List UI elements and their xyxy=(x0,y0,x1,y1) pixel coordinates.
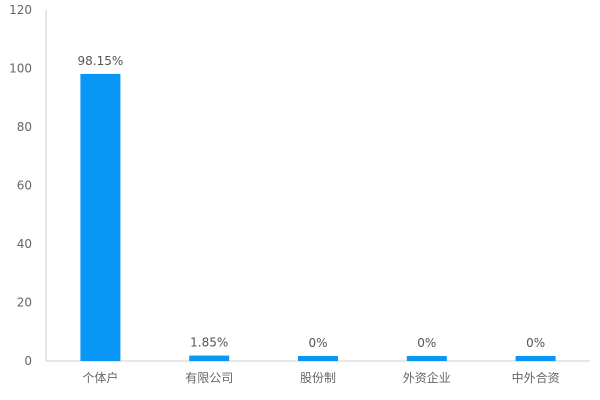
bar xyxy=(406,356,447,361)
x-tick-label: 中外合资 xyxy=(512,370,560,385)
y-tick-label: 80 xyxy=(17,120,32,134)
bar-value-label: 0% xyxy=(526,336,545,350)
x-axis-ticks: 个体户 有限公司 股份制 外资企业 中外合资 xyxy=(82,370,559,385)
x-tick-label: 有限公司 xyxy=(185,371,233,385)
x-tick-label: 个体户 xyxy=(82,370,118,385)
x-tick-label: 股份制 xyxy=(300,371,336,385)
bar-value-label: 1.85% xyxy=(190,336,228,350)
y-tick-label: 20 xyxy=(17,296,32,310)
bar-value-label: 98.15% xyxy=(78,54,124,68)
y-tick-label: 40 xyxy=(17,237,32,251)
bars xyxy=(80,73,556,361)
x-tick-label: 外资企业 xyxy=(403,370,451,385)
bar xyxy=(298,356,338,361)
bar xyxy=(189,355,230,361)
data-labels: 98.15% 1.85% 0% 0% 0% xyxy=(78,54,546,350)
y-tick-label: 60 xyxy=(17,179,32,193)
y-axis-ticks: 0 20 40 60 80 100 120 xyxy=(9,3,32,368)
bar xyxy=(80,73,121,361)
y-tick-label: 0 xyxy=(24,354,32,368)
bar xyxy=(515,356,556,361)
y-tick-label: 120 xyxy=(9,3,32,17)
y-tick-label: 100 xyxy=(9,62,32,76)
bar-value-label: 0% xyxy=(308,336,327,350)
bar-value-label: 0% xyxy=(417,336,436,350)
